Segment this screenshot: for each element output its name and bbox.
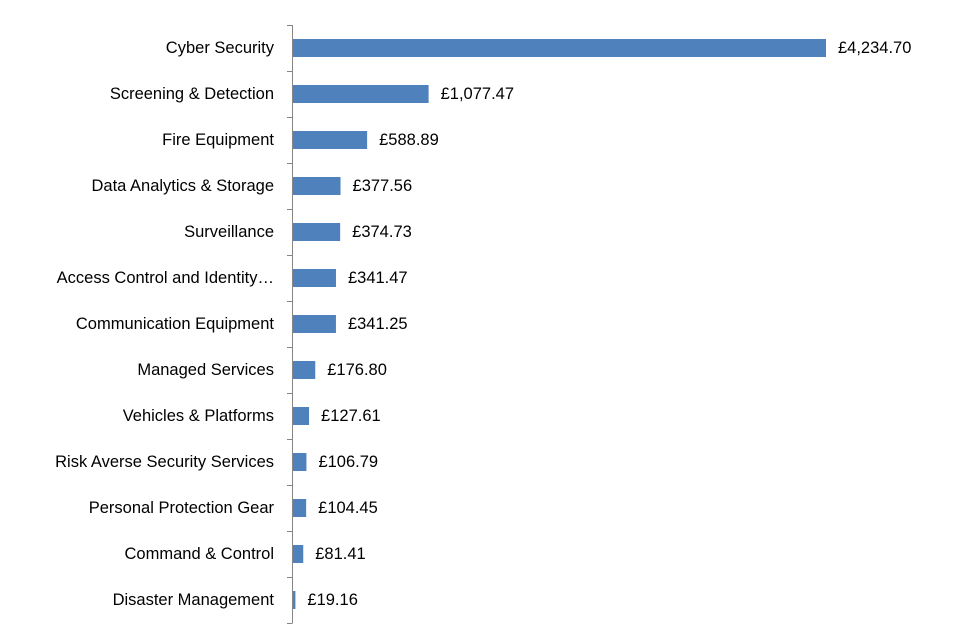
bar xyxy=(293,223,341,241)
axis-layer xyxy=(287,25,293,624)
category-label: Managed Services xyxy=(137,361,274,379)
category-label: Fire Equipment xyxy=(162,131,274,149)
data-label: £341.47 xyxy=(348,269,408,287)
data-label: £104.45 xyxy=(318,499,378,517)
category-label: Communication Equipment xyxy=(76,315,275,333)
data-label: £377.56 xyxy=(353,177,413,195)
data-label: £127.61 xyxy=(321,407,381,425)
bar xyxy=(293,407,310,425)
data-label: £341.25 xyxy=(348,315,408,333)
data-label: £176.80 xyxy=(327,361,387,379)
data-label: £588.89 xyxy=(379,131,439,149)
category-label: Risk Averse Security Services xyxy=(55,453,274,471)
data-label: £81.41 xyxy=(315,545,365,563)
data-label: £4,234.70 xyxy=(838,39,911,57)
bar xyxy=(293,545,304,563)
category-label: Disaster Management xyxy=(113,591,275,609)
data-label: £374.73 xyxy=(352,223,412,241)
category-label: Surveillance xyxy=(184,223,274,241)
bar xyxy=(293,591,296,609)
bar xyxy=(293,39,826,57)
data-label: £19.16 xyxy=(307,591,357,609)
labels-layer: Cyber Security £4,234.70 Screening & Detec… xyxy=(55,39,911,609)
bar xyxy=(293,269,336,287)
category-label: Command & Control xyxy=(125,545,274,563)
category-label: Personal Protection Gear xyxy=(89,499,275,517)
bar xyxy=(293,85,429,103)
category-label: Screening & Detection xyxy=(110,85,274,103)
bar xyxy=(293,499,307,517)
bar xyxy=(293,361,316,379)
category-label: Data Analytics & Storage xyxy=(91,177,274,195)
bar xyxy=(293,453,307,471)
data-label: £106.79 xyxy=(318,453,378,471)
category-label: Vehicles & Platforms xyxy=(123,407,274,425)
bar xyxy=(293,131,368,149)
bar xyxy=(293,177,341,195)
category-label: Cyber Security xyxy=(166,39,275,57)
bars-layer xyxy=(293,39,826,609)
bar xyxy=(293,315,336,333)
category-label: Access Control and Identity… xyxy=(57,269,274,287)
data-label: £1,077.47 xyxy=(441,85,514,103)
